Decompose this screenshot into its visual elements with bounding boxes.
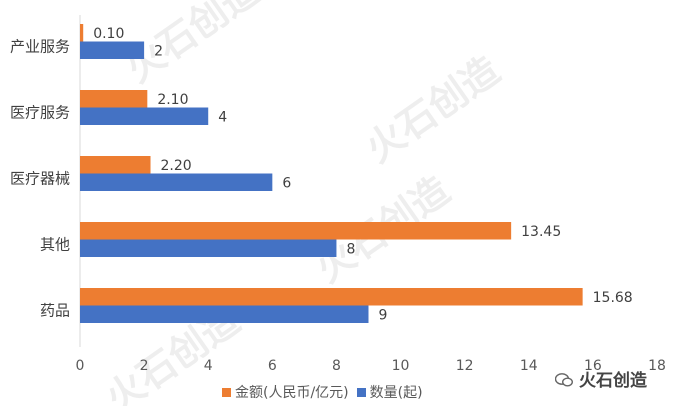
data-label-count: 9 [379,307,388,323]
bar-amount [80,156,151,174]
data-label-amount: 0.10 [93,26,124,42]
wechat-icon [554,372,574,386]
bars-layer [80,24,583,323]
data-label-amount: 13.45 [521,224,561,240]
x-tick-label: 8 [332,358,341,374]
bar-amount [80,90,148,108]
legend-label-count: 数量(起) [369,385,423,401]
x-tick-label: 16 [584,358,602,374]
bar-amount [80,222,512,240]
bar-count [80,173,273,191]
data-label-amount: 2.10 [157,92,188,108]
legend-label-amount: 金额(人民币/亿元) [235,385,349,401]
x-tick-label: 0 [76,358,85,374]
data-label-count: 6 [282,175,291,191]
category-label: 药品 [40,302,70,320]
x-tick-label: 4 [204,358,213,374]
bar-count [80,305,369,323]
bar-amount [80,24,84,42]
x-tick-label: 18 [648,358,666,374]
x-tick-label: 6 [268,358,277,374]
category-label: 其他 [40,236,70,254]
data-label-count: 4 [218,109,227,125]
account-badge: 火石创造 [554,366,647,391]
legend-swatch-amount [222,387,231,397]
bar-amount [80,288,583,306]
x-tick-label: 2 [140,358,149,374]
legend: 金额(人民币/亿元) 数量(起) [222,382,423,402]
category-label: 产业服务 [10,38,70,56]
bar-count [80,41,145,59]
data-label-amount: 2.20 [161,158,192,174]
data-label-count: 2 [154,43,163,59]
category-label: 医疗器械 [10,170,70,188]
x-tick-label: 10 [392,358,410,374]
data-label-count: 8 [346,241,355,257]
legend-swatch-count [356,387,366,397]
labels-layer: 产业服务 0.10 2 医疗服务 2.10 4 医疗器械 2.20 6 其他 13.45 8 药品 15.… [10,26,633,324]
bar-count [80,107,209,125]
x-tick-label: 14 [520,358,538,374]
legend-item-amount: 金额(人民币/亿元) [222,382,349,402]
account-name: 火石创造 [579,371,647,391]
data-label-amount: 15.68 [593,290,633,306]
x-tick-label: 12 [456,358,474,374]
bar-count [80,239,337,257]
watermark-text: 火石创造 [358,48,508,171]
legend-item-count: 数量(起) [356,382,423,402]
category-label: 医疗服务 [10,104,70,122]
